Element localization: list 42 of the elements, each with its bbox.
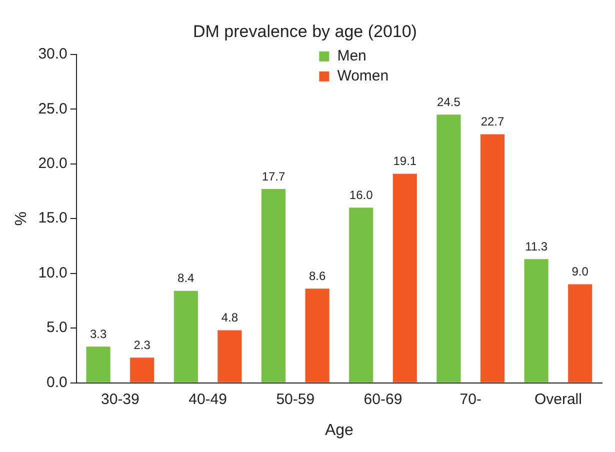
data-label: 24.5 <box>437 94 461 109</box>
bar <box>261 189 286 382</box>
data-label: 16.0 <box>349 188 374 202</box>
bar <box>392 174 417 382</box>
y-tick-label: 10.0 <box>38 264 68 282</box>
legend-label: Men <box>337 48 366 65</box>
y-tick-label: 0.0 <box>46 374 68 391</box>
data-label: 11.3 <box>525 239 548 254</box>
y-tick-label: 20.0 <box>38 155 68 172</box>
y-tick-label: 15.0 <box>38 210 68 227</box>
x-tick-label: 70- <box>460 390 482 408</box>
y-tick-label: 30.0 <box>38 46 68 63</box>
bar <box>305 288 330 382</box>
data-label: 9.0 <box>572 264 589 279</box>
bar <box>524 259 548 382</box>
x-axis-title: Age <box>324 422 354 439</box>
chart-title: DM prevalence by age (2010) <box>193 22 417 41</box>
y-tick-label: 25.0 <box>38 100 68 118</box>
x-tick-label: 60-69 <box>364 390 402 408</box>
data-label: 8.6 <box>308 268 326 283</box>
legend-label: Women <box>337 68 389 85</box>
bar <box>174 290 198 382</box>
bar <box>568 284 592 382</box>
y-axis-title: % <box>13 211 30 226</box>
x-tick-label: 30-39 <box>101 390 140 408</box>
x-tick-label: Overall <box>534 390 582 408</box>
data-label: 17.7 <box>262 169 286 184</box>
data-label: 2.3 <box>134 338 151 352</box>
data-label: 19.1 <box>393 154 417 168</box>
data-label: 3.3 <box>90 326 107 341</box>
bar <box>349 208 374 382</box>
bar <box>130 358 154 382</box>
bar <box>86 346 110 382</box>
bar <box>218 330 242 382</box>
data-label: 8.4 <box>178 271 195 286</box>
y-tick-label: 5.0 <box>46 319 68 336</box>
x-tick-label: 50-59 <box>276 390 315 408</box>
data-label: 22.7 <box>480 114 504 129</box>
data-label: 4.8 <box>221 310 238 325</box>
bar <box>436 114 461 382</box>
x-tick-label: 40-49 <box>188 390 227 408</box>
bar <box>480 134 505 382</box>
